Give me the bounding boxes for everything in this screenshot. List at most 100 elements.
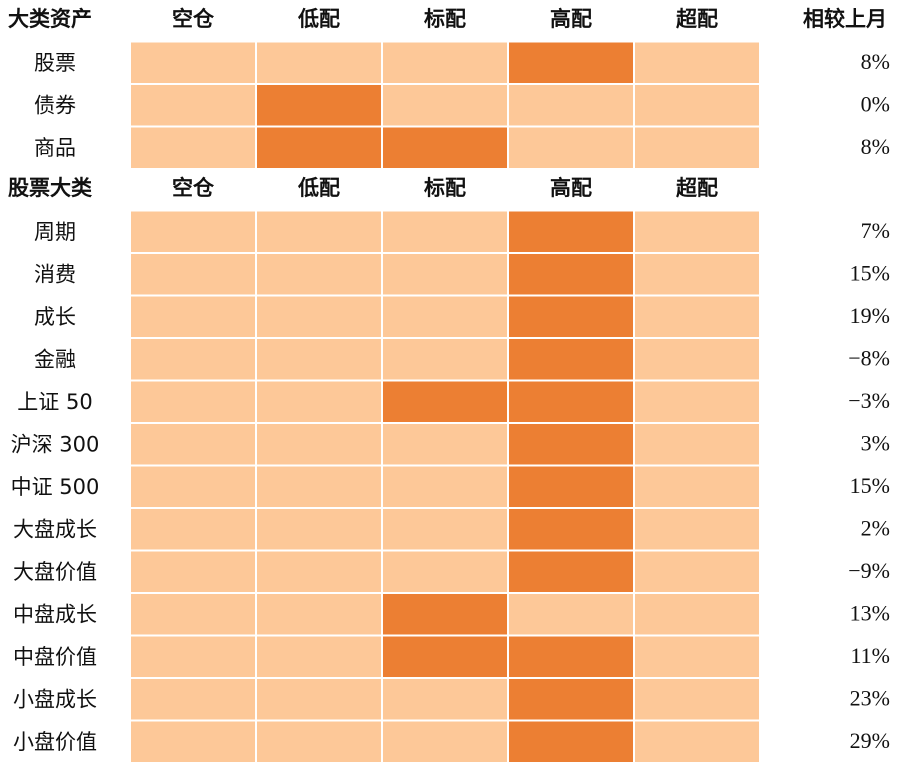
heat-cell bbox=[633, 125, 761, 170]
heat-cell bbox=[381, 464, 509, 509]
heat-cell bbox=[633, 549, 761, 594]
column-header: 超配 bbox=[676, 7, 718, 31]
row-label: 股票 bbox=[34, 51, 76, 75]
row-label: 大盘价值 bbox=[13, 560, 97, 584]
column-header: 低配 bbox=[297, 176, 340, 200]
heat-cell bbox=[633, 337, 761, 382]
heat-cell bbox=[129, 83, 257, 128]
heat-cell bbox=[255, 549, 383, 594]
heat-cell bbox=[129, 209, 257, 254]
heat-cell bbox=[255, 592, 383, 637]
heat-cell bbox=[633, 83, 761, 128]
heat-cell-highlighted bbox=[381, 634, 509, 679]
heat-cell-highlighted bbox=[255, 125, 383, 170]
heat-cell bbox=[129, 719, 257, 764]
row-label: 消费 bbox=[34, 262, 76, 286]
change-value: 29% bbox=[850, 728, 890, 753]
heat-cell bbox=[381, 294, 509, 339]
heat-cell bbox=[633, 634, 761, 679]
change-value: 0% bbox=[861, 91, 890, 116]
heat-cell-highlighted bbox=[507, 40, 635, 85]
heat-cell-highlighted bbox=[507, 507, 635, 552]
column-header: 高配 bbox=[550, 7, 592, 31]
change-header: 相较上月 bbox=[803, 7, 887, 31]
heat-cell-highlighted bbox=[381, 125, 509, 170]
heat-cell bbox=[255, 677, 383, 722]
heat-cell bbox=[129, 125, 257, 170]
change-value: −8% bbox=[848, 345, 890, 370]
heat-cell bbox=[381, 40, 509, 85]
heat-cell bbox=[633, 294, 761, 339]
heat-cell-highlighted bbox=[507, 379, 635, 424]
heat-cell bbox=[381, 422, 509, 467]
change-value: 15% bbox=[850, 473, 890, 498]
change-value: 8% bbox=[861, 134, 890, 159]
change-value: −9% bbox=[848, 558, 890, 583]
heat-cell bbox=[129, 422, 257, 467]
heat-cell bbox=[507, 592, 635, 637]
heat-cell-highlighted bbox=[507, 337, 635, 382]
heat-cell-highlighted bbox=[507, 422, 635, 467]
row-label: 上证 50 bbox=[17, 390, 92, 414]
heat-cell-highlighted bbox=[507, 634, 635, 679]
heat-cell bbox=[129, 337, 257, 382]
change-value: 7% bbox=[861, 218, 890, 243]
column-header: 低配 bbox=[297, 7, 340, 31]
heat-cell bbox=[255, 209, 383, 254]
heat-cell bbox=[129, 549, 257, 594]
heat-cell-highlighted bbox=[507, 719, 635, 764]
heat-cell bbox=[381, 252, 509, 297]
change-value: 23% bbox=[850, 685, 890, 710]
column-header: 超配 bbox=[676, 176, 718, 200]
column-header: 标配 bbox=[424, 176, 466, 200]
heat-cell bbox=[129, 677, 257, 722]
heat-cell-highlighted bbox=[507, 209, 635, 254]
change-value: 8% bbox=[861, 49, 890, 74]
row-label: 金融 bbox=[34, 347, 76, 371]
heat-cell bbox=[129, 379, 257, 424]
row-label: 成长 bbox=[34, 305, 76, 329]
heat-cell bbox=[633, 464, 761, 509]
section-header: 股票大类 bbox=[8, 176, 93, 200]
change-value: −3% bbox=[848, 388, 890, 413]
heat-cell bbox=[633, 677, 761, 722]
column-header: 标配 bbox=[424, 7, 466, 31]
change-value: 13% bbox=[850, 600, 890, 625]
heat-cell bbox=[381, 507, 509, 552]
heat-cell bbox=[381, 209, 509, 254]
row-label: 周期 bbox=[34, 220, 76, 244]
heat-cell bbox=[633, 40, 761, 85]
row-label: 小盘成长 bbox=[13, 687, 97, 711]
change-value: 19% bbox=[850, 303, 890, 328]
heat-cell-highlighted bbox=[381, 379, 509, 424]
heat-cell bbox=[633, 379, 761, 424]
row-label: 大盘成长 bbox=[13, 517, 97, 541]
heat-cell bbox=[381, 549, 509, 594]
heat-cell bbox=[633, 252, 761, 297]
heat-cell bbox=[633, 507, 761, 552]
heat-cell-highlighted bbox=[507, 677, 635, 722]
heat-cell bbox=[507, 125, 635, 170]
heat-cell bbox=[255, 337, 383, 382]
heat-cell bbox=[381, 337, 509, 382]
heat-cell-highlighted bbox=[507, 252, 635, 297]
heat-cell-highlighted bbox=[507, 294, 635, 339]
change-value: 15% bbox=[850, 260, 890, 285]
heat-cell-highlighted bbox=[381, 592, 509, 637]
heat-cell bbox=[129, 252, 257, 297]
heat-cell bbox=[255, 252, 383, 297]
heat-cell bbox=[129, 464, 257, 509]
heat-cell bbox=[633, 209, 761, 254]
heat-cell bbox=[507, 83, 635, 128]
heat-cell bbox=[255, 634, 383, 679]
heat-cell bbox=[129, 634, 257, 679]
heat-cell bbox=[381, 83, 509, 128]
heat-cell bbox=[255, 507, 383, 552]
heat-cell bbox=[633, 592, 761, 637]
change-value: 2% bbox=[861, 515, 890, 540]
change-value: 11% bbox=[850, 643, 890, 668]
row-label: 沪深 300 bbox=[11, 432, 100, 456]
heat-cell bbox=[633, 422, 761, 467]
row-label: 中盘价值 bbox=[13, 645, 97, 669]
